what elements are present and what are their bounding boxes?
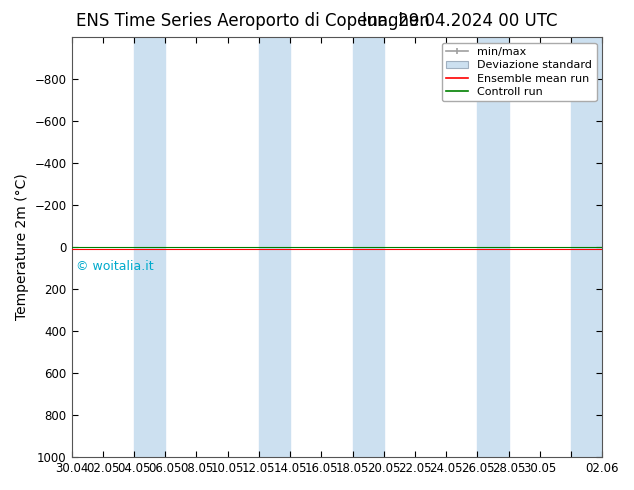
Text: © woitalia.it: © woitalia.it <box>76 260 154 273</box>
Bar <box>134 37 165 457</box>
Bar <box>259 37 290 457</box>
Text: ENS Time Series Aeroporto di Copenaghen: ENS Time Series Aeroporto di Copenaghen <box>76 12 430 30</box>
Y-axis label: Temperature 2m (°C): Temperature 2m (°C) <box>15 174 29 320</box>
Bar <box>571 37 602 457</box>
Text: lun. 29.04.2024 00 UTC: lun. 29.04.2024 00 UTC <box>363 12 558 30</box>
Bar <box>353 37 384 457</box>
Bar <box>477 37 508 457</box>
Legend: min/max, Deviazione standard, Ensemble mean run, Controll run: min/max, Deviazione standard, Ensemble m… <box>442 43 597 101</box>
